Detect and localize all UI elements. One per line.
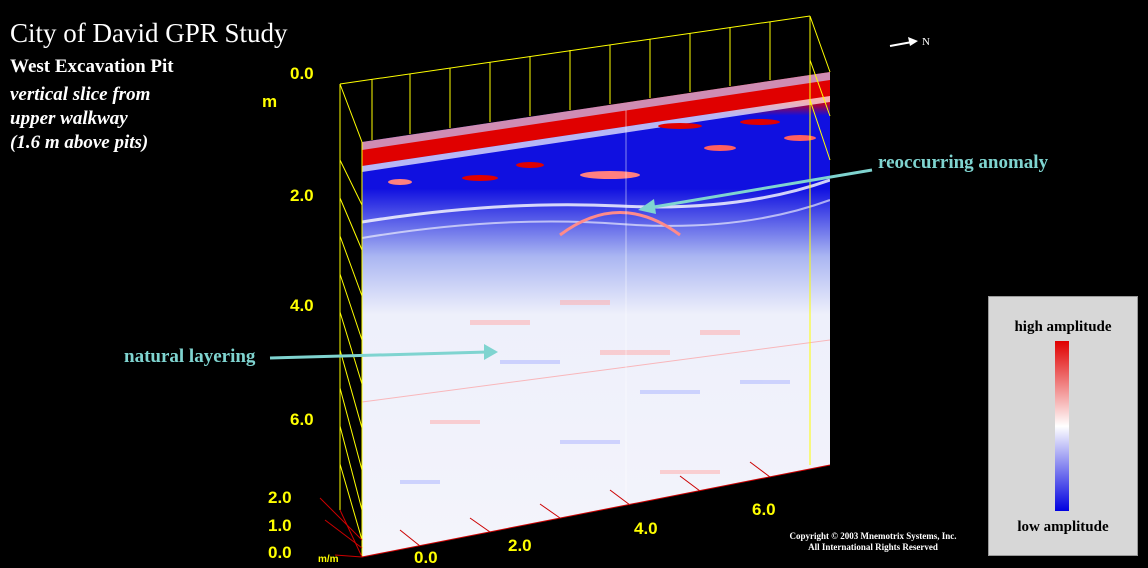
legend-color-bar — [1055, 341, 1069, 511]
layering-arrow — [269, 344, 498, 360]
depth-tick-6: 6.0 — [290, 410, 314, 429]
copyright-line-1: Copyright © 2003 Mnemotrix Systems, Inc. — [789, 531, 957, 541]
copyright-notice: Copyright © 2003 Mnemotrix Systems, Inc.… — [762, 531, 984, 553]
gpr-slice-surface — [362, 72, 830, 557]
axis-grid — [339, 15, 831, 557]
legend-low-label: low amplitude — [1017, 519, 1109, 535]
subtitle-line-4: (1.6 m above pits) — [10, 132, 149, 153]
length-tick-2: 2.0 — [508, 536, 532, 555]
subtitle-line-1: West Excavation Pit — [10, 56, 174, 77]
depth-tick-0: 0.0 — [290, 64, 314, 83]
width-tick-1: 1.0 — [268, 516, 292, 535]
width-tick-0: 0.0 — [268, 543, 292, 562]
length-tick-6: 6.0 — [752, 500, 776, 519]
depth-axis-unit: m — [262, 92, 278, 111]
floor-grid — [319, 461, 831, 558]
anomaly-arrow — [638, 168, 873, 214]
copyright-line-2: All International Rights Reserved — [808, 542, 938, 552]
depth-tick-4: 4.0 — [290, 296, 314, 315]
width-axis-unit: m/m — [318, 554, 339, 565]
anomaly-label: reoccurring anomaly — [878, 152, 1049, 173]
length-tick-0: 0.0 — [414, 548, 438, 567]
subtitle-line-2: vertical slice from — [10, 84, 151, 105]
layering-label: natural layering — [124, 346, 256, 367]
figure-title: City of David GPR Study — [10, 18, 288, 48]
north-arrow-icon — [889, 37, 918, 47]
subtitle-line-3: upper walkway — [10, 108, 128, 129]
length-tick-4: 4.0 — [634, 519, 658, 538]
width-tick-2: 2.0 — [268, 488, 292, 507]
north-label: N — [922, 36, 930, 48]
depth-tick-2: 2.0 — [290, 186, 314, 205]
legend-high-label: high amplitude — [1014, 319, 1112, 335]
amplitude-legend: high amplitude low amplitude — [988, 296, 1138, 556]
